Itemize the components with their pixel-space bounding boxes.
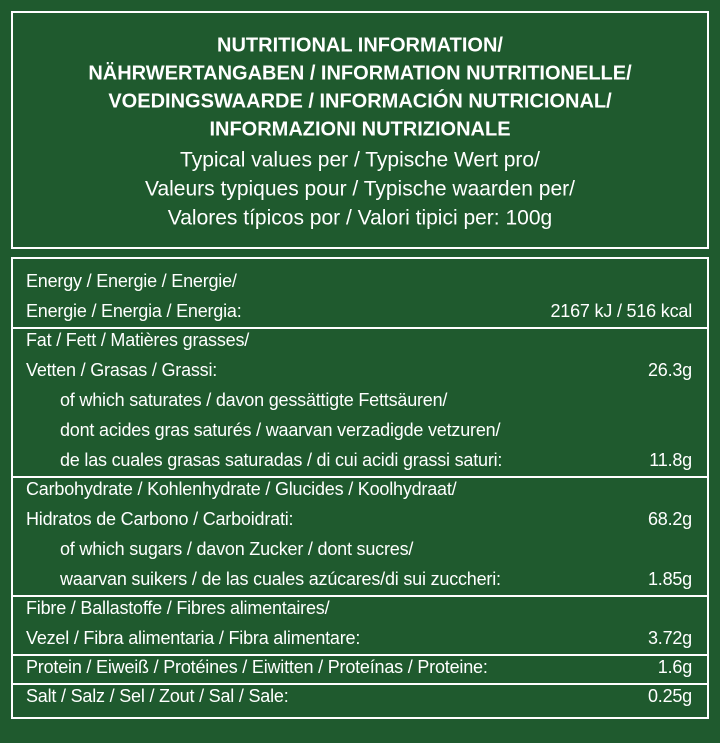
row-label: Fibre / Ballastoffe / Fibres alimentaire… xyxy=(26,598,330,618)
row-label: Vezel / Fibra alimentaria / Fibra alimen… xyxy=(26,628,360,648)
row-label: Energie / Energia / Energia: xyxy=(26,301,242,321)
row-value: 26.3g xyxy=(648,360,692,380)
row-label: of which sugars / davon Zucker / dont su… xyxy=(60,539,413,559)
row-label: Energy / Energie / Energie/ xyxy=(26,271,237,291)
row-label: of which saturates / davon gessättigte F… xyxy=(60,390,447,410)
row-value: 3.72g xyxy=(648,628,692,648)
header-subtitle: Valeurs typiques pour / Typische waarden… xyxy=(145,178,575,201)
row-value: 1.85g xyxy=(648,569,692,589)
row-value: 2167 kJ / 516 kcal xyxy=(551,301,693,321)
header-subtitle: Valores típicos por / Valori tipici per:… xyxy=(168,207,552,230)
row-label: Protein / Eiweiß / Protéines / Eiwitten … xyxy=(26,657,488,677)
row-value: 0.25g xyxy=(648,686,692,706)
header-title: NÄHRWERTANGABEN / INFORMATION NUTRITIONE… xyxy=(88,61,632,84)
row-label: waarvan suikers / de las cuales azúcares… xyxy=(59,569,501,589)
header-box xyxy=(11,11,709,249)
header-title: INFORMAZIONI NUTRIZIONALE xyxy=(209,118,510,140)
header-title: NUTRITIONAL INFORMATION/ xyxy=(217,34,503,56)
row-label: Fat / Fett / Matières grasses/ xyxy=(26,330,249,350)
row-label: Hidratos de Carbono / Carboidrati: xyxy=(26,509,293,529)
row-value: 1.6g xyxy=(658,657,692,677)
row-value: 11.8g xyxy=(649,450,692,470)
header-title: VOEDINGSWAARDE / INFORMACIÓN NUTRICIONAL… xyxy=(108,88,612,112)
table-box xyxy=(11,257,709,719)
header-subtitle: Typical values per / Typische Wert pro/ xyxy=(180,149,540,172)
row-label: Vetten / Grasas / Grassi: xyxy=(26,360,217,380)
row-label: dont acides gras saturés / waarvan verza… xyxy=(60,420,500,440)
row-value: 68.2g xyxy=(648,509,692,529)
row-label: Salt / Salz / Sel / Zout / Sal / Sale: xyxy=(26,686,289,706)
row-label: Carbohydrate / Kohlenhydrate / Glucides … xyxy=(26,479,457,499)
row-label: de las cuales grasas saturadas / di cui … xyxy=(60,450,502,470)
